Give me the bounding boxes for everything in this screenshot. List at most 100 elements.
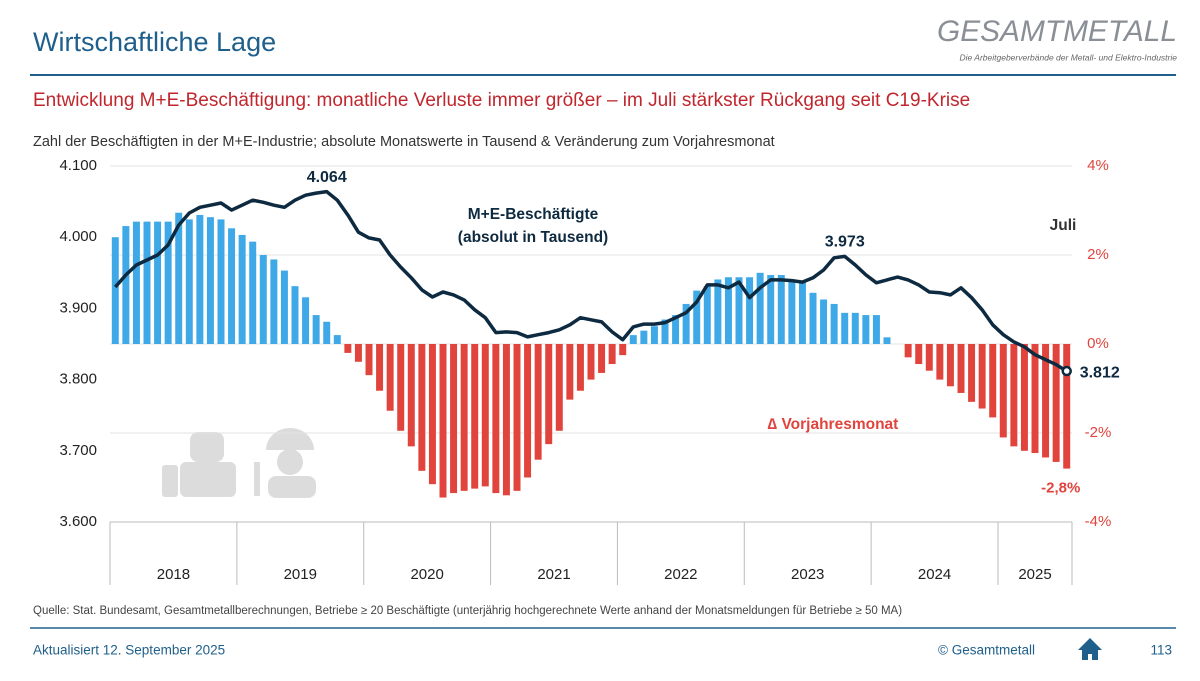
bar [513, 344, 521, 491]
bar [164, 221, 172, 344]
bar [809, 292, 817, 344]
bar [672, 315, 680, 344]
worker-icons [162, 428, 316, 498]
bar [196, 214, 204, 344]
bar [450, 344, 458, 494]
bar [291, 286, 299, 344]
bar [492, 344, 500, 494]
bar [323, 321, 331, 344]
bar [386, 344, 394, 411]
bar [883, 337, 891, 344]
bar [534, 344, 542, 460]
bar [756, 272, 764, 344]
bar [830, 303, 838, 344]
bar [344, 344, 352, 353]
bar [132, 221, 140, 344]
bar [1010, 344, 1018, 447]
bar [999, 344, 1007, 438]
y2-tick-label: 4% [1087, 157, 1109, 174]
bar [1031, 344, 1039, 454]
page-number: 113 [1150, 643, 1172, 658]
bar [249, 241, 257, 344]
bar [154, 221, 162, 344]
y2-tick-label: -2% [1085, 424, 1112, 441]
bar [111, 237, 119, 344]
y-tick-label: 3.900 [59, 299, 97, 316]
y-tick-label: 3.600 [59, 513, 97, 530]
bar [471, 344, 479, 489]
bar [206, 217, 214, 344]
bar [957, 344, 965, 393]
home-icon[interactable] [1078, 638, 1102, 660]
bar [185, 219, 193, 344]
bar [693, 290, 701, 344]
bar [629, 335, 637, 344]
bar [376, 344, 384, 391]
y-tick-label: 3.800 [59, 371, 97, 388]
bar [524, 344, 532, 478]
x-group-label: 2023 [791, 566, 824, 583]
bar [862, 315, 870, 344]
bar [968, 344, 976, 402]
y2-tick-label: 0% [1087, 335, 1109, 352]
y2-tick-label: -4% [1085, 513, 1112, 530]
bar [650, 326, 658, 344]
bar [228, 228, 236, 344]
bar [820, 299, 828, 344]
bar [619, 344, 627, 356]
y2-tick-label: 2% [1087, 246, 1109, 263]
bar [746, 277, 754, 344]
bar [1063, 344, 1071, 469]
bar [280, 270, 288, 344]
bar [661, 319, 669, 344]
bar [333, 335, 341, 344]
bar [217, 219, 225, 344]
bar [989, 344, 997, 418]
bar [354, 344, 362, 362]
bar-value-label: -2,8% [1041, 480, 1080, 497]
x-group-label: 2020 [410, 566, 443, 583]
bar [1020, 344, 1028, 451]
x-group-label: 2022 [664, 566, 697, 583]
bar [439, 344, 447, 498]
bar [502, 344, 510, 496]
annotation: Juli [1050, 217, 1077, 234]
bar [238, 234, 246, 344]
annotation: (absolut in Tausend) [458, 229, 608, 246]
annotation: ∆ Vorjahresmonat [768, 416, 899, 433]
bar [703, 286, 711, 344]
bar [1042, 344, 1050, 458]
bar [851, 312, 859, 344]
bar [904, 344, 912, 358]
bar [365, 344, 373, 376]
x-group-label: 2018 [157, 566, 190, 583]
bar [1052, 344, 1060, 462]
bar [724, 277, 732, 344]
bar [428, 344, 436, 485]
source: Quelle: Stat. Bundesamt, Gesamtmetallber… [33, 605, 902, 617]
bar [608, 344, 616, 365]
bar [640, 330, 648, 344]
annotation: M+E-Beschäftigte [468, 206, 599, 223]
bar [936, 344, 944, 380]
line-end-marker [1061, 365, 1072, 377]
bar [788, 279, 796, 344]
line-value-label: 4.064 [307, 169, 347, 186]
bar [767, 275, 775, 344]
bar [777, 275, 785, 344]
logo: GESAMTMETALL [937, 15, 1177, 48]
x-group-label: 2019 [284, 566, 317, 583]
bar [946, 344, 954, 387]
bar [397, 344, 405, 431]
bar [143, 221, 151, 344]
bar [460, 344, 468, 491]
bar [418, 344, 426, 471]
heading: Wirtschaftliche Lage [33, 27, 276, 57]
chart-subtitle: Zahl der Beschäftigten in der M+E-Indust… [33, 134, 775, 150]
chart-title: Entwicklung M+E-Beschäftigung: monatlich… [33, 90, 970, 111]
y-tick-label: 4.100 [59, 157, 97, 174]
bar [872, 315, 880, 344]
bar [270, 259, 278, 344]
bar [566, 344, 574, 400]
